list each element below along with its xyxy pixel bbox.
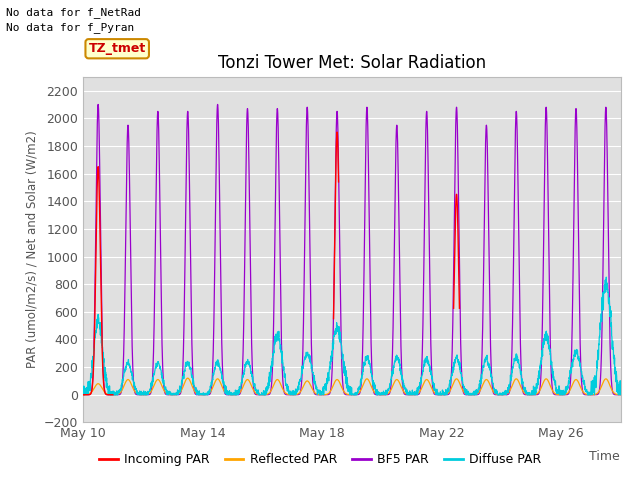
Y-axis label: PAR (umol/m2/s) / Net and Solar (W/m2): PAR (umol/m2/s) / Net and Solar (W/m2) xyxy=(26,131,38,369)
Text: No data for f_Pyran: No data for f_Pyran xyxy=(6,22,134,33)
Text: TZ_tmet: TZ_tmet xyxy=(88,42,146,55)
Text: No data for f_NetRad: No data for f_NetRad xyxy=(6,7,141,18)
Legend: Incoming PAR, Reflected PAR, BF5 PAR, Diffuse PAR: Incoming PAR, Reflected PAR, BF5 PAR, Di… xyxy=(94,448,546,471)
Title: Tonzi Tower Met: Solar Radiation: Tonzi Tower Met: Solar Radiation xyxy=(218,54,486,72)
X-axis label: Time: Time xyxy=(589,450,620,463)
